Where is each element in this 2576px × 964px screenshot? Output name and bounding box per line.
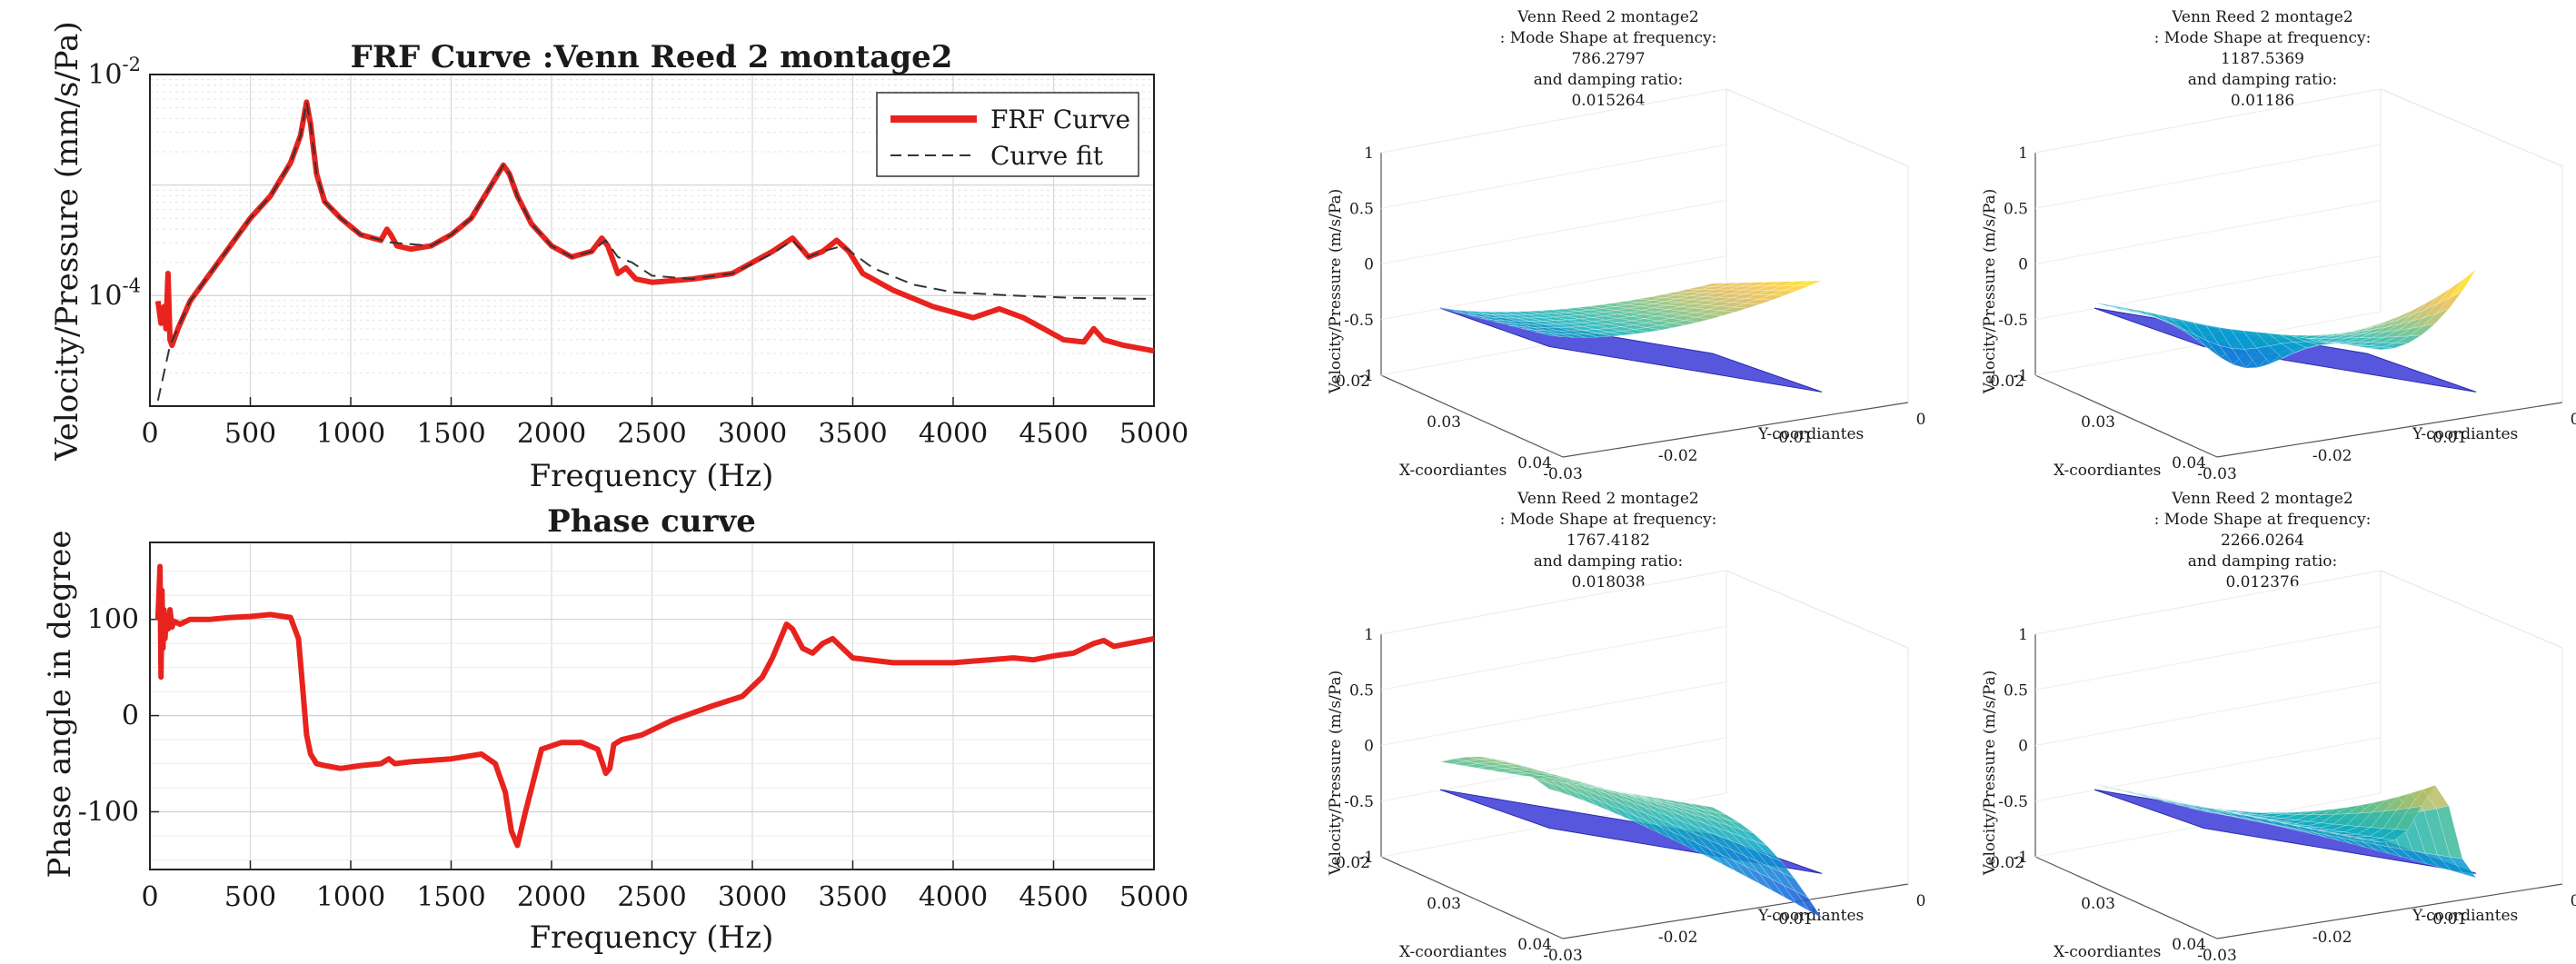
z-tick-label: -0.5 [1998,793,2028,811]
z-tick-label: 0 [2018,256,2028,274]
frf-title: FRF Curve :Venn Reed 2 montage2 [351,39,953,75]
frf-legend-label-fit: Curve fit [990,141,1104,171]
z-tick-label: 0 [1364,738,1374,756]
mode-shape-title-line: 0.01186 [2231,92,2294,110]
phase-x-tick-label: 3000 [718,881,787,913]
phase-x-tick-label: 3500 [818,881,887,913]
mode-shape-title-line: : Mode Shape at frequency: [1500,29,1717,47]
frf-x-tick-label: 3500 [818,418,887,450]
phase-x-tick-label: 2000 [517,881,586,913]
frf-x-tick-label: 1500 [416,418,485,450]
frf-x-tick-label: 0 [141,418,158,450]
frf-legend-label-frf: FRF Curve [990,104,1130,134]
z-tick-label: 0.5 [1349,681,1374,700]
mode-shape-title-line: and damping ratio: [2188,71,2338,89]
y-axis-label: Y-coordiantes [2412,907,2518,925]
frf-x-tick-label: 4500 [1019,418,1088,450]
mode-shape-title-line: 1767.4182 [1566,532,1650,550]
z-tick-label: -0.5 [1344,793,1374,811]
frf-x-tick-label: 2500 [617,418,686,450]
z-tick-label: 0.5 [2004,200,2028,218]
frf-x-tick-label: 500 [224,418,276,450]
z-tick-label: 0.5 [1349,200,1374,218]
z-tick-label: 1 [1364,626,1374,644]
y-tick-label: 0 [1916,411,1926,429]
mode-shape-title-line: 0.012376 [2225,573,2299,591]
mode-shape-title-line: 0.015264 [1571,92,1645,110]
phase-title: Phase curve [547,503,756,540]
mode-shape-title-line: Venn Reed 2 montage2 [2171,490,2353,508]
frf-x-label: Frequency (Hz) [530,458,774,494]
z-tick-label: 1 [1364,144,1374,163]
z-tick-label: -0.5 [1998,312,2028,330]
x-tick-label: 0.03 [2081,413,2115,432]
mode-shape-title-line: and damping ratio: [1534,552,1684,571]
phase-x-tick-label: 5000 [1119,881,1189,913]
mode-shape-title-line: : Mode Shape at frequency: [2154,29,2372,47]
y-tick-label: -0.02 [1658,929,1698,947]
mode-shape-title-line: Venn Reed 2 montage2 [2171,8,2353,26]
z-axis-label: Velocity/Pressure (m/s/Pa) [1981,671,1999,877]
frf-y-label: Velocity/Pressure (mm/s/Pa) [49,21,85,461]
y-tick-label: 0 [1916,892,1926,910]
frf-x-tick-label: 1000 [316,418,385,450]
phase-x-tick-label: 2500 [617,881,686,913]
z-tick-label: 0.5 [2004,681,2028,700]
mode-shape-title-line: : Mode Shape at frequency: [2154,511,2372,529]
mode-shape-title-line: Venn Reed 2 montage2 [1517,8,1699,26]
frf-x-tick-label: 2000 [517,418,586,450]
z-tick-label: 1 [2018,626,2028,644]
x-tick-label: 0.03 [1427,895,1461,913]
y-axis-label: Y-coordiantes [1757,425,1864,443]
z-axis-label: Velocity/Pressure (m/s/Pa) [1327,671,1345,877]
x-tick-label: 0.03 [1427,413,1461,432]
x-axis-label: X-coordiantes [2054,462,2161,480]
phase-y-tick-label: -100 [78,796,139,828]
mode-shape-title-line: 0.018038 [1571,573,1645,591]
y-tick-label: -0.03 [2197,947,2237,964]
phase-y-tick-label: 0 [122,701,139,732]
mode-shape-title-line: and damping ratio: [2188,552,2338,571]
mode-shape-title-line: 1187.5369 [2221,50,2304,68]
frf-legend: FRF Curve Curve fit [877,93,1139,176]
phase-x-tick-label: 0 [141,881,158,913]
z-axis-label: Velocity/Pressure (m/s/Pa) [1327,189,1345,395]
x-axis-label: X-coordiantes [2054,943,2161,961]
phase-y-tick-label: 100 [87,604,139,636]
frf-x-tick-label: 3000 [718,418,787,450]
y-tick-label: -0.02 [2312,447,2352,465]
z-tick-label: 1 [2018,144,2028,163]
mode-shape-title-line: 786.2797 [1571,50,1645,68]
mode-shape-title-line: : Mode Shape at frequency: [1500,511,1717,529]
frf-x-tick-label: 4000 [919,418,988,450]
y-tick-label: 0 [2571,411,2576,429]
x-axis-label: X-coordiantes [1399,943,1507,961]
y-tick-label: -0.03 [1543,947,1583,964]
x-axis-label: X-coordiantes [1399,462,1507,480]
mode-shape-title-line: 2266.0264 [2221,532,2304,550]
y-tick-label: -0.03 [2197,465,2237,483]
phase-x-tick-label: 1500 [416,881,485,913]
phase-x-tick-label: 1000 [316,881,385,913]
y-axis-label: Y-coordiantes [2412,425,2518,443]
phase-y-label: Phase angle in degree [42,531,78,879]
y-tick-label: -0.03 [1543,465,1583,483]
phase-x-tick-label: 4000 [919,881,988,913]
x-tick-label: 0.03 [2081,895,2115,913]
phase-x-tick-label: 500 [224,881,276,913]
y-tick-label: -0.02 [1658,447,1698,465]
phase-x-label: Frequency (Hz) [530,919,774,956]
y-tick-label: 0 [2571,892,2576,910]
z-tick-label: 0 [1364,256,1374,274]
z-tick-label: -0.5 [1344,312,1374,330]
frf-x-tick-label: 5000 [1119,418,1189,450]
phase-x-tick-label: 4500 [1019,881,1088,913]
mode-shape-title-line: Venn Reed 2 montage2 [1517,490,1699,508]
z-tick-label: 0 [2018,738,2028,756]
mode-shape-title-line: and damping ratio: [1534,71,1684,89]
z-axis-label: Velocity/Pressure (m/s/Pa) [1981,189,1999,395]
y-tick-label: -0.02 [2312,929,2352,947]
